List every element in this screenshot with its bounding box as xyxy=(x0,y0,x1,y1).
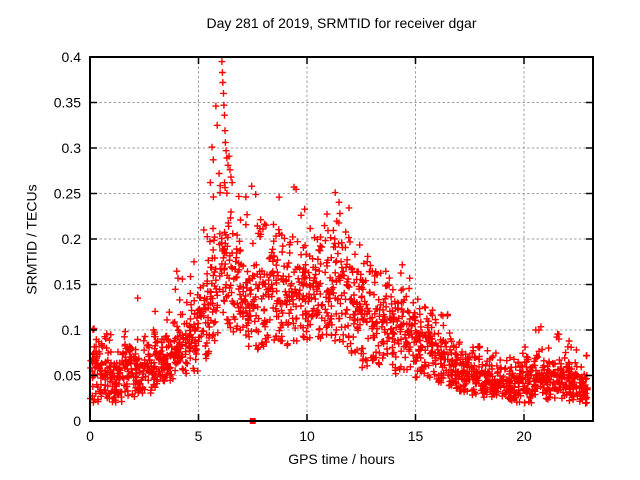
svg-text:0: 0 xyxy=(73,413,81,429)
svg-text:10: 10 xyxy=(299,428,315,444)
axis-ticks xyxy=(89,56,593,422)
svg-text:20: 20 xyxy=(516,428,532,444)
svg-text:5: 5 xyxy=(195,428,203,444)
svg-text:15: 15 xyxy=(408,428,424,444)
svg-text:0.35: 0.35 xyxy=(54,95,81,111)
svg-text:0: 0 xyxy=(86,428,94,444)
svg-text:0.25: 0.25 xyxy=(54,186,81,202)
x-axis-label: GPS time / hours xyxy=(288,451,395,467)
svg-text:0.1: 0.1 xyxy=(62,322,82,338)
svg-text:0.3: 0.3 xyxy=(62,140,82,156)
chart-title: Day 281 of 2019, SRMTID for receiver dga… xyxy=(206,15,477,31)
svg-text:0.15: 0.15 xyxy=(54,277,81,293)
svg-text:0.4: 0.4 xyxy=(62,49,82,65)
svg-text:0.2: 0.2 xyxy=(62,231,82,247)
scatter-series xyxy=(87,58,591,407)
svg-text:0.05: 0.05 xyxy=(54,368,81,384)
y-tick-labels: 0 0.05 0.1 0.15 0.2 0.25 0.3 0.35 0.4 xyxy=(54,49,81,429)
x-tick-labels: 0 5 10 15 20 xyxy=(86,428,532,444)
